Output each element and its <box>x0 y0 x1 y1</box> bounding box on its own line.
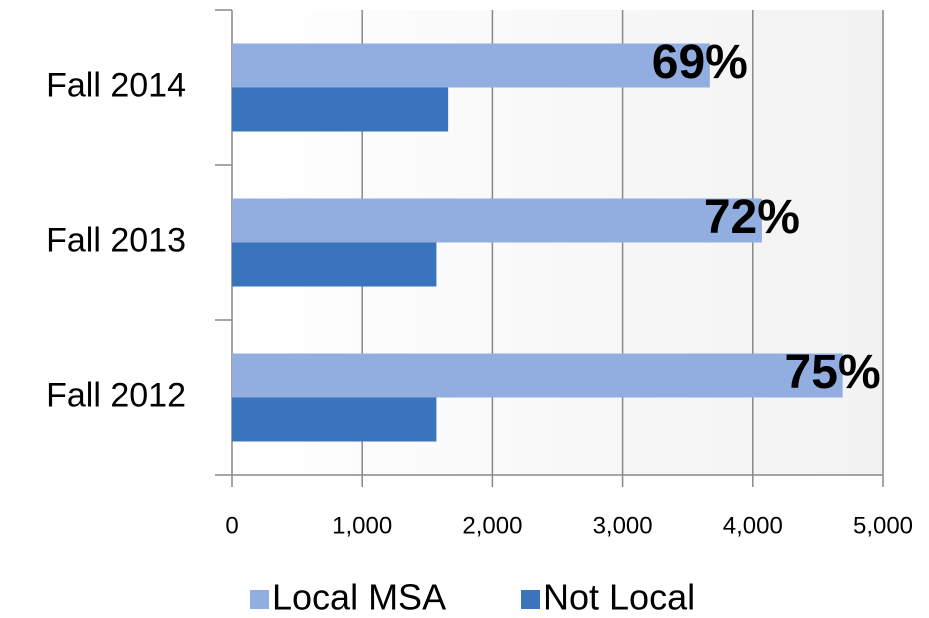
x-tick-label: 0 <box>225 512 238 539</box>
legend-swatch <box>521 590 540 609</box>
y-tick-label: Fall 2013 <box>46 221 186 259</box>
x-tick-label: 3,000 <box>593 512 653 539</box>
annotation: 72% <box>704 191 800 244</box>
annotation: 69% <box>652 36 748 89</box>
x-tick-label: 5,000 <box>853 512 913 539</box>
legend-label: Not Local <box>543 577 695 618</box>
x-tick-label: 1,000 <box>332 512 392 539</box>
y-tick-label: Fall 2014 <box>46 66 186 104</box>
bar <box>232 43 710 88</box>
bar <box>232 353 843 398</box>
legend-label: Local MSA <box>272 577 446 618</box>
x-tick-label: 2,000 <box>462 512 522 539</box>
bar <box>232 198 762 243</box>
legend-swatch <box>250 590 269 609</box>
annotation: 75% <box>785 346 881 399</box>
bar <box>232 87 449 132</box>
bar <box>232 397 437 442</box>
x-tick-label: 4,000 <box>723 512 783 539</box>
bar <box>232 242 437 287</box>
y-tick-label: Fall 2012 <box>46 376 186 414</box>
